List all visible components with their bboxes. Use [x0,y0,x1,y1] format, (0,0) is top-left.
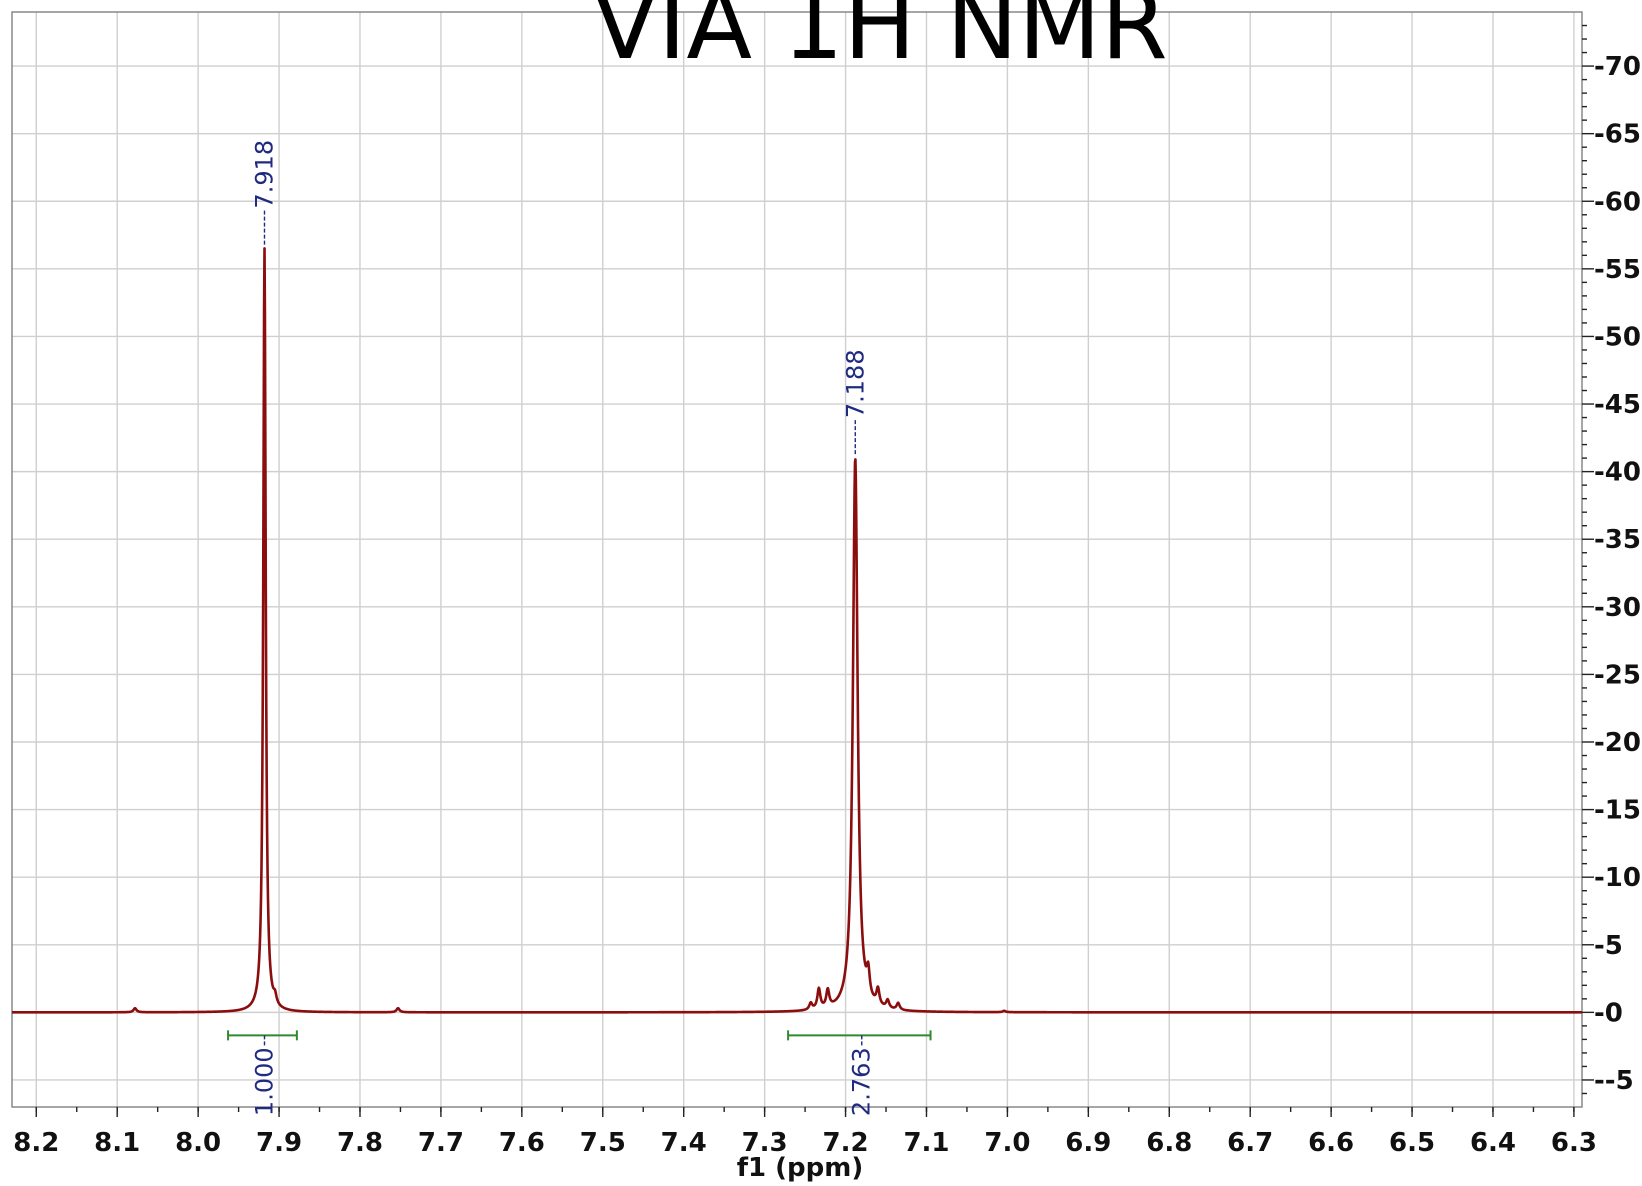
plot-frame [11,11,1583,1108]
x-axis-title: f1 (ppm) [737,1153,864,1183]
integrals: 1.000 2.763 [227,1030,932,1116]
y-tick-label: -30 [1594,593,1641,623]
y-tick-label: -10 [1594,863,1641,893]
integral-label: 2.763 [848,1047,876,1116]
x-tick-label: 7.9 [256,1128,302,1158]
x-tick-label: 7.4 [661,1128,707,1158]
y-tick-label: -60 [1594,187,1641,217]
x-tick-label: 7.5 [580,1128,626,1158]
x-tick-label: 6.6 [1308,1128,1354,1158]
x-tick-label: 7.3 [742,1128,788,1158]
y-axis: -70 -65 -60 -55 -50 -45 -40 -35 -30 -25 -20 -15 -10 -… [1582,24,1641,1096]
x-axis: 8.2 8.1 8.0 7.9 7.8 7.7 7.6 7.5 7.4 7.3 7.2 7.1 7.0 6… [13,1107,1597,1158]
x-tick-label: 7.0 [984,1128,1030,1158]
y-tick-label: -70 [1594,52,1641,82]
x-tick-label: 8.0 [175,1128,221,1158]
y-tick-label: --5 [1594,1066,1634,1096]
x-tick-label: 6.8 [1146,1128,1192,1158]
y-tick-label: -40 [1594,458,1641,488]
spectrum-line [11,247,1583,1014]
y-tick-label: -65 [1594,120,1641,150]
y-tick-label: -15 [1594,796,1641,826]
peak-label: 7.188 [841,349,869,418]
x-tick-label: 7.7 [418,1128,464,1158]
x-tick-label: 6.9 [1065,1128,1111,1158]
grid [12,12,1582,1107]
y-tick-label: -50 [1594,322,1641,352]
x-tick-label: 7.6 [499,1128,545,1158]
y-tick-label: -0 [1594,998,1623,1028]
y-tick-label: -45 [1594,390,1641,420]
y-tick-label: -25 [1594,660,1641,690]
x-tick-label: 7.2 [823,1128,869,1158]
x-tick-label: 8.1 [94,1128,140,1158]
x-tick-label: 7.1 [903,1128,949,1158]
y-tick-label: -5 [1594,931,1623,961]
y-tick-label: -20 [1594,728,1641,758]
x-tick-label: 7.8 [337,1128,383,1158]
y-tick-label: -35 [1594,525,1641,555]
x-tick-label: 6.3 [1551,1128,1597,1158]
peak-label: 7.918 [250,140,278,209]
chart-title: VIA 1H NMR [592,0,1167,81]
peak-labels: 7.918 7.188 [250,140,869,457]
x-tick-label: 6.4 [1470,1128,1516,1158]
y-tick-label: -55 [1594,255,1641,285]
integral-label: 1.000 [250,1047,278,1116]
x-tick-label: 6.7 [1227,1128,1273,1158]
x-tick-label: 8.2 [13,1128,59,1158]
x-tick-label: 6.5 [1389,1128,1435,1158]
